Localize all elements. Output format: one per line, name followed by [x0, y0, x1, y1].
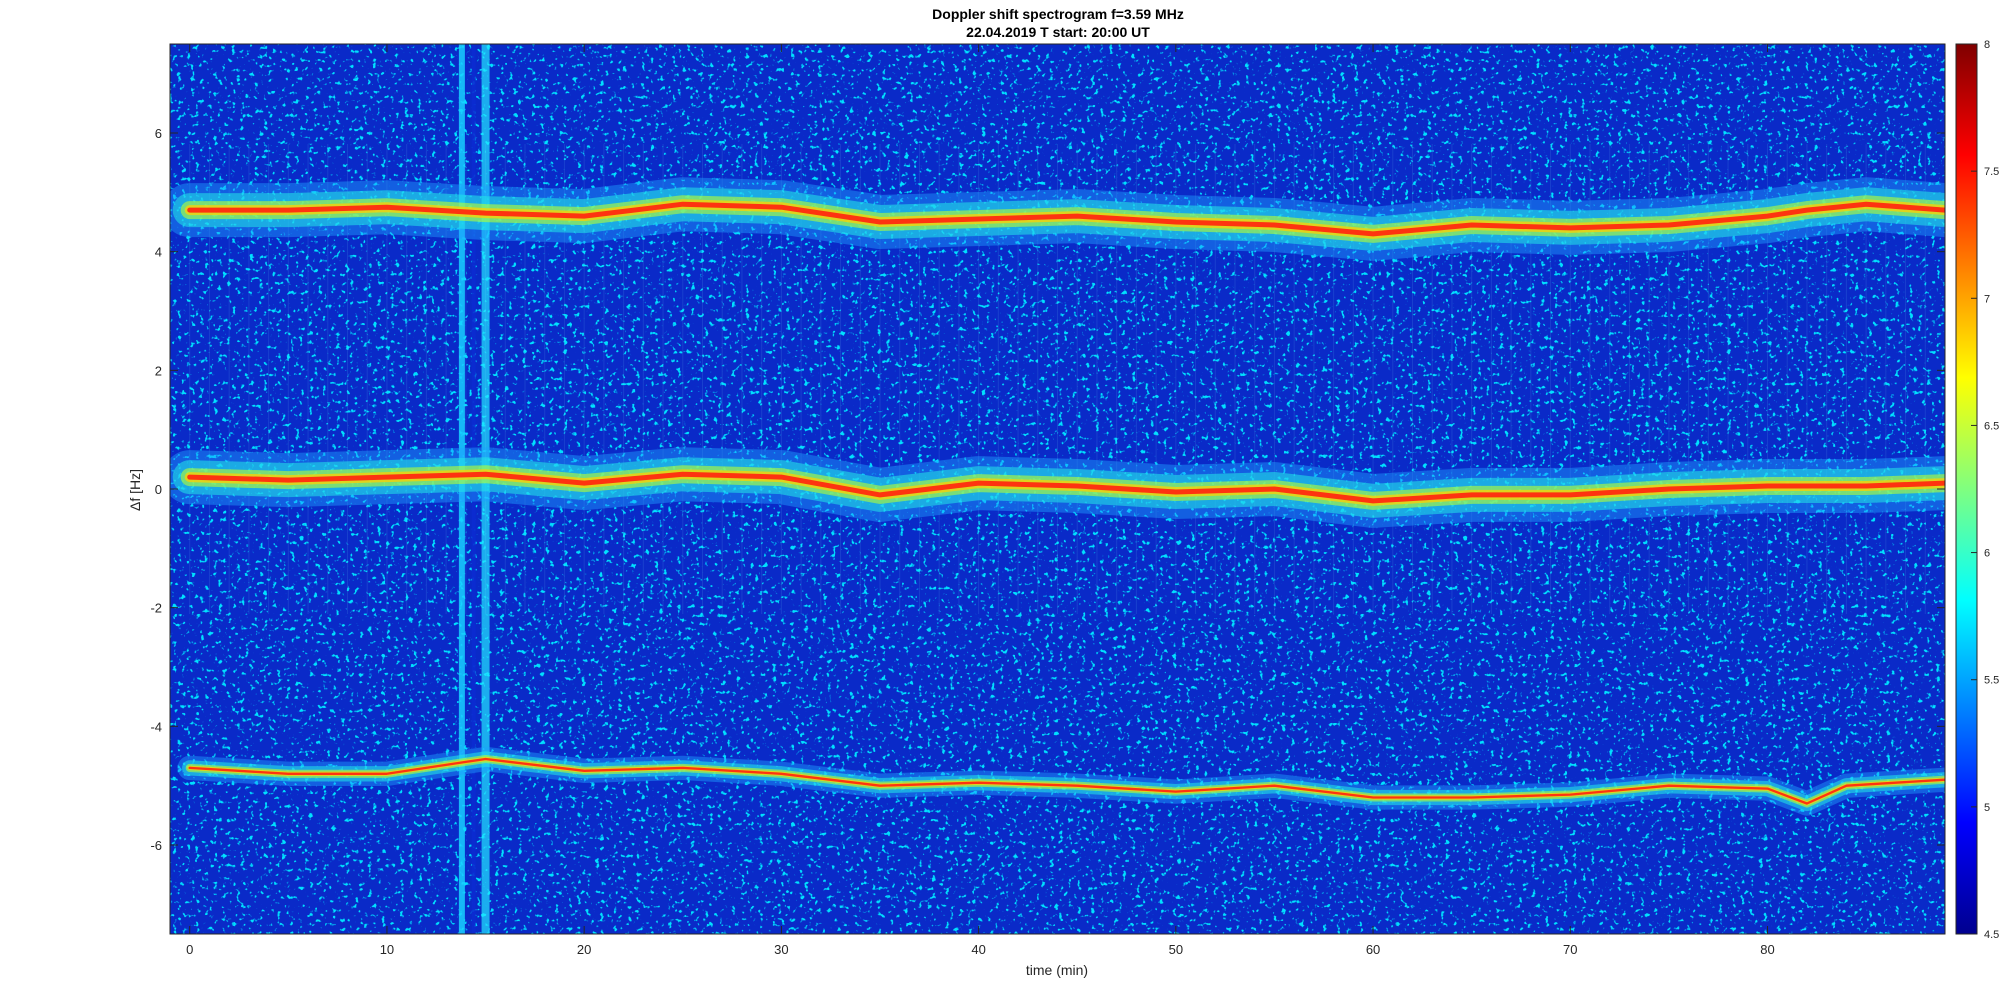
x-tick-label: 30	[774, 942, 788, 957]
colorbar	[1955, 43, 1978, 935]
y-tick-label: 4	[155, 245, 162, 260]
y-tick-label: 6	[155, 126, 162, 141]
plot-area	[170, 44, 1945, 934]
colorbar-tick-label: 5	[1984, 802, 1990, 814]
chart-subtitle: 22.04.2019 T start: 20:00 UT	[966, 24, 1150, 40]
colorbar-tick-label: 6	[1984, 548, 1990, 560]
x-tick-label: 10	[380, 942, 394, 957]
trace-series-3	[188, 757, 1945, 805]
trace-series-2	[187, 471, 1945, 504]
colorbar-tick-label: 6.5	[1984, 420, 1999, 432]
colorbar-tick-label: 5.5	[1984, 675, 1999, 687]
y-tick-label: -6	[150, 838, 162, 853]
x-tick-label: 20	[577, 942, 591, 957]
y-tick-label: -4	[150, 719, 162, 734]
x-axis-label: time (min)	[1026, 962, 1088, 978]
colorbar-ticks: 4.5 5 5.5 6 6.5 7 7.5 8	[1971, 39, 1999, 941]
chart-title: Doppler shift spectrogram f=3.59 MHz	[932, 6, 1184, 22]
x-tick-label: 80	[1760, 942, 1774, 957]
y-tick-label: -2	[150, 601, 162, 616]
y-axis-label: Δf [Hz]	[127, 469, 143, 511]
colorbar-tick-label: 7	[1984, 293, 1990, 305]
colorbar-tick-label: 7.5	[1984, 166, 1999, 178]
colorbar-tick-label: 4.5	[1984, 929, 1999, 941]
trace-series-1	[187, 201, 1945, 237]
x-tick-label: 50	[1169, 942, 1183, 957]
x-tick-label: 60	[1366, 942, 1380, 957]
doppler-traces	[170, 177, 1945, 816]
y-tick-label: 0	[155, 482, 162, 497]
y-axis: -6 -4 -2 0 2 4 6	[150, 126, 1945, 853]
x-tick-label: 0	[186, 942, 193, 957]
colorbar-tick-label: 8	[1984, 39, 1990, 51]
x-tick-label: 40	[971, 942, 985, 957]
x-axis: 0 10 20 30 40 50 60 70 80	[186, 44, 1775, 957]
y-tick-label: 2	[155, 363, 162, 378]
x-tick-label: 70	[1563, 942, 1577, 957]
